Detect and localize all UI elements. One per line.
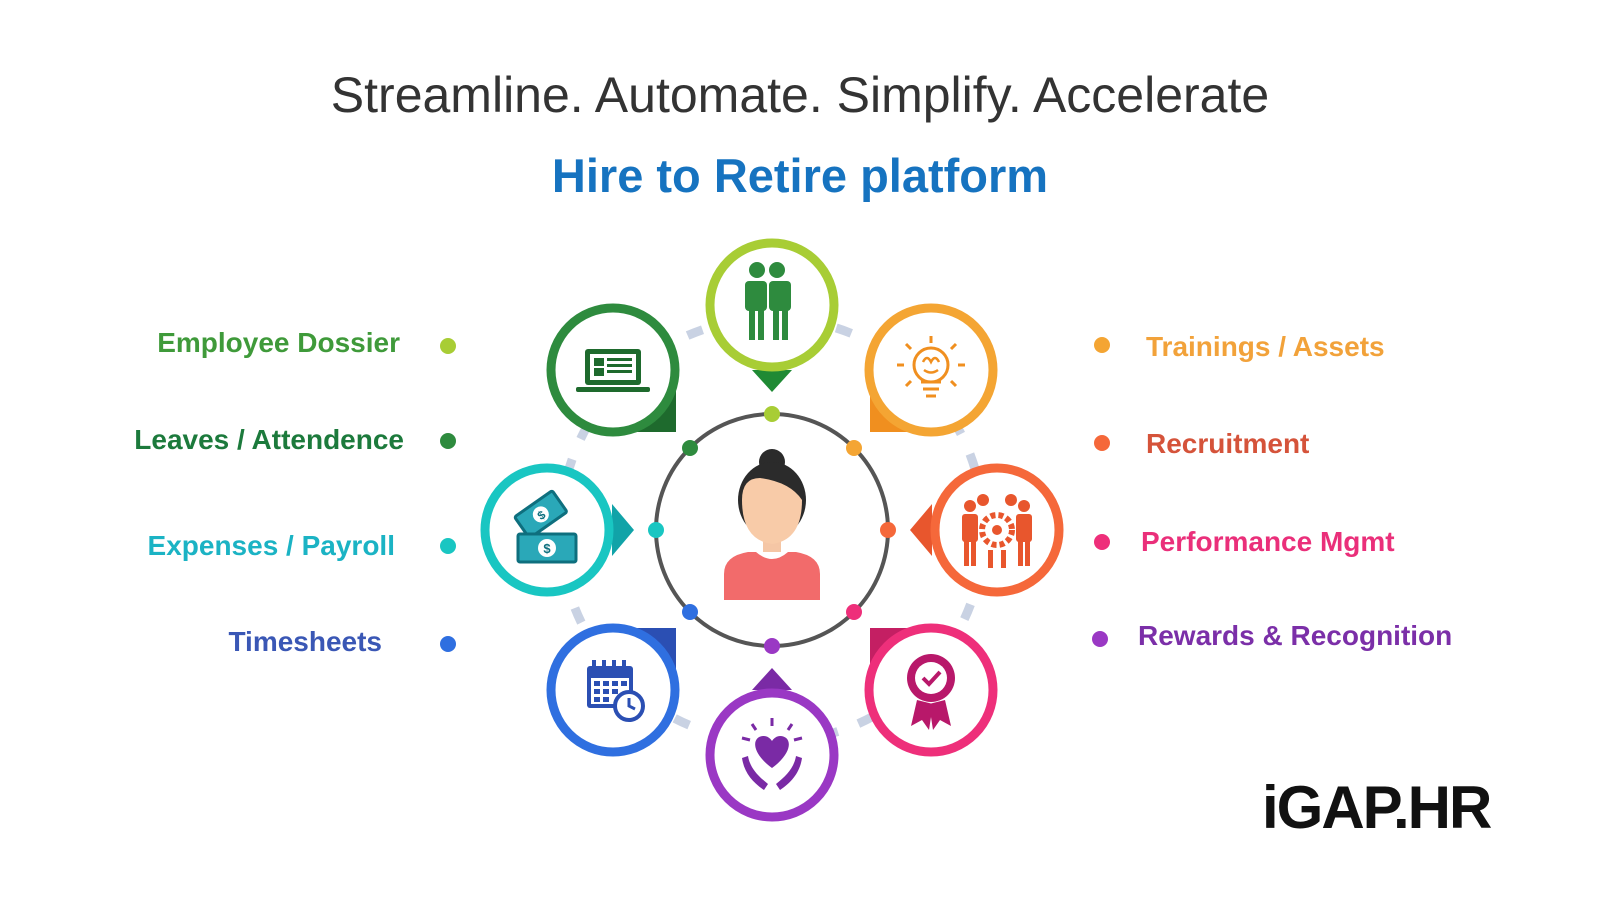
label-timesheets: Timesheets — [228, 626, 382, 657]
heart-hands-icon — [741, 718, 803, 790]
team-settings-icon — [962, 494, 1032, 568]
hub-dot-recruitment — [880, 522, 896, 538]
node-tail-team — [752, 370, 792, 392]
hub-dot-trainings — [846, 440, 862, 456]
money-icon: $ $ — [513, 489, 578, 564]
hub-dot-dossier — [682, 440, 698, 456]
hub-dot-rewards — [764, 638, 780, 654]
hub-dot-timesheets — [682, 604, 698, 620]
bullet-recruitment — [1094, 435, 1110, 451]
award-badge-icon — [907, 654, 955, 730]
calendar-clock-icon — [587, 660, 645, 722]
node-tail-recruitment — [910, 504, 932, 556]
node-tail-payroll — [612, 504, 634, 556]
label-trainings-assets: Trainings / Assets — [1146, 331, 1385, 362]
bullet-timesheets — [440, 636, 456, 652]
woman-avatar-icon — [724, 449, 820, 600]
headline: Streamline. Automate. Simplify. Accelera… — [330, 67, 1270, 123]
team-icon — [745, 262, 791, 340]
hub-dot-performance — [846, 604, 862, 620]
bullet-leaves-attendence — [440, 433, 456, 449]
subtitle: Hire to Retire platform — [551, 149, 1049, 202]
label-rewards-recognition: Rewards & Recognition — [1138, 620, 1453, 651]
igap-hr-logo: iGAP.HR — [1262, 778, 1494, 838]
node-payroll — [480, 463, 614, 597]
bullet-rewards-recognition — [1092, 631, 1108, 647]
laptop-profile-icon — [576, 349, 650, 392]
svg-text:iGAP.HR: iGAP.HR — [1262, 778, 1492, 838]
svg-text:$: $ — [543, 541, 551, 556]
bullet-trainings-assets — [1094, 337, 1110, 353]
hub-dot-payroll — [648, 522, 664, 538]
hub-dot-team — [764, 406, 780, 422]
node-tail-rewards — [752, 668, 792, 690]
label-employee-dossier: Employee Dossier — [157, 327, 400, 358]
label-performance-mgmt: Performance Mgmt — [1141, 526, 1395, 557]
label-recruitment: Recruitment — [1146, 428, 1310, 459]
bullet-expenses-payroll — [440, 538, 456, 554]
node-trainings — [864, 303, 998, 437]
bullet-performance-mgmt — [1094, 534, 1110, 550]
idea-brain-icon — [897, 336, 965, 398]
label-expenses-payroll: Expenses / Payroll — [147, 530, 395, 561]
bullet-employee-dossier — [440, 338, 456, 354]
label-leaves-attendence: Leaves / Attendence — [134, 424, 404, 455]
